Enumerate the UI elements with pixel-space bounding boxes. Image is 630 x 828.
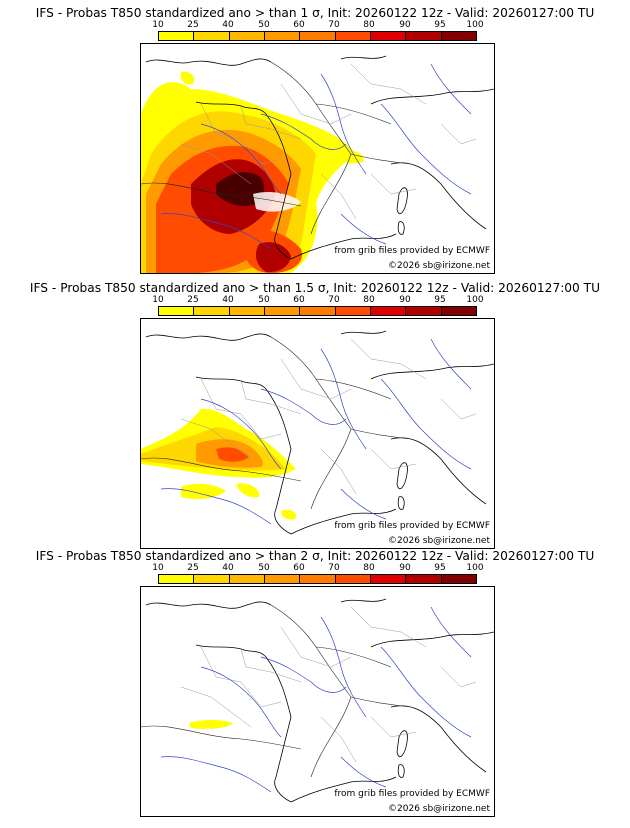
scale-swatch: [264, 32, 301, 40]
region-boundaries: [180, 338, 477, 495]
country-borders: [141, 61, 412, 235]
color-scale-labels: 10 25 40 50 60 70 80 90 95 100: [140, 563, 484, 575]
panel-title: IFS - Probas T850 standardized ano > tha…: [35, 549, 595, 563]
credit-source: from grib files provided by ECMWF: [334, 246, 490, 256]
scale-swatch: [370, 307, 407, 315]
scale-tick: 60: [293, 563, 305, 573]
color-scale-bar: [158, 306, 477, 316]
probability-field: [141, 71, 364, 273]
rivers: [160, 338, 472, 525]
scale-tick: 70: [328, 563, 340, 573]
scale-tick: 80: [363, 563, 375, 573]
scale-swatch: [194, 32, 230, 40]
scale-tick: 10: [152, 563, 164, 573]
credit-copyright: ©2026 sb@irizone.net: [388, 536, 490, 546]
scale-swatch: [406, 32, 442, 40]
scale-tick: 50: [258, 295, 270, 305]
scale-swatch: [229, 32, 265, 40]
scale-swatch: [194, 575, 230, 583]
scale-tick: 90: [399, 563, 411, 573]
scale-tick: 50: [258, 563, 270, 573]
scale-swatch: [159, 307, 195, 315]
scale-tick: 10: [152, 20, 164, 30]
scale-tick: 95: [434, 295, 446, 305]
scale-swatch: [370, 575, 407, 583]
scale-swatch: [159, 32, 195, 40]
map-2sigma: from grib files provided by ECMWF ©2026 …: [140, 586, 495, 817]
scale-swatch: [264, 575, 301, 583]
scale-tick: 100: [466, 20, 484, 30]
scale-swatch: [441, 307, 476, 315]
coastlines: [145, 598, 494, 803]
scale-tick: 40: [222, 295, 234, 305]
map-canvas: [141, 598, 494, 803]
scale-swatch: [229, 575, 265, 583]
coastlines: [145, 55, 494, 260]
scale-swatch: [406, 575, 442, 583]
scale-tick: 95: [434, 20, 446, 30]
region-boundaries: [180, 63, 477, 220]
scale-swatch: [335, 32, 371, 40]
credit-source: from grib files provided by ECMWF: [334, 521, 490, 531]
scale-tick: 80: [363, 20, 375, 30]
scale-tick: 100: [466, 563, 484, 573]
map-1-5sigma: from grib files provided by ECMWF ©2026 …: [140, 318, 495, 549]
color-scale-bar: [158, 574, 477, 584]
credit-copyright: ©2026 sb@irizone.net: [388, 804, 490, 814]
scale-tick: 80: [363, 295, 375, 305]
scale-swatch: [335, 307, 371, 315]
country-borders: [141, 604, 412, 778]
scale-swatch: [229, 307, 265, 315]
scale-swatch: [300, 307, 336, 315]
scale-tick: 60: [293, 20, 305, 30]
scale-swatch: [441, 575, 476, 583]
region-boundaries: [180, 606, 477, 763]
scale-tick: 25: [187, 295, 199, 305]
panel-2sigma: IFS - Probas T850 standardized ano > tha…: [0, 549, 630, 821]
scale-swatch: [300, 32, 336, 40]
scale-swatch: [441, 32, 476, 40]
scale-tick: 100: [466, 295, 484, 305]
scale-tick: 40: [222, 20, 234, 30]
credit-source: from grib files provided by ECMWF: [334, 789, 490, 799]
scale-tick: 50: [258, 20, 270, 30]
rivers: [160, 63, 472, 250]
scale-tick: 10: [152, 295, 164, 305]
map-canvas: [141, 55, 494, 273]
map-1sigma: from grib files provided by ECMWF ©2026 …: [140, 43, 495, 274]
scale-tick: 40: [222, 563, 234, 573]
scale-tick: 70: [328, 20, 340, 30]
scale-tick: 90: [399, 295, 411, 305]
scale-swatch: [406, 307, 442, 315]
probability-field: [141, 408, 297, 520]
scale-swatch: [335, 575, 371, 583]
scale-swatch: [264, 307, 301, 315]
panel-title: IFS - Probas T850 standardized ano > tha…: [35, 6, 595, 20]
scale-tick: 90: [399, 20, 411, 30]
scale-tick: 70: [328, 295, 340, 305]
rivers: [160, 606, 472, 793]
scale-tick: 95: [434, 563, 446, 573]
probability-field: [189, 720, 233, 729]
scale-swatch: [370, 32, 407, 40]
scale-swatch: [159, 575, 195, 583]
scale-swatch: [194, 307, 230, 315]
color-scale-labels: 10 25 40 50 60 70 80 90 95 100: [140, 295, 484, 307]
color-scale-labels: 10 25 40 50 60 70 80 90 95 100: [140, 20, 484, 32]
panel-title: IFS - Probas T850 standardized ano > tha…: [29, 281, 601, 295]
panel-1-5sigma: IFS - Probas T850 standardized ano > tha…: [0, 281, 630, 553]
credit-copyright: ©2026 sb@irizone.net: [388, 261, 490, 271]
color-scale-bar: [158, 31, 477, 41]
scale-tick: 25: [187, 563, 199, 573]
map-canvas: [141, 330, 494, 535]
scale-swatch: [300, 575, 336, 583]
scale-tick: 25: [187, 20, 199, 30]
panel-1sigma: IFS - Probas T850 standardized ano > tha…: [0, 6, 630, 278]
country-borders: [141, 336, 412, 510]
scale-tick: 60: [293, 295, 305, 305]
